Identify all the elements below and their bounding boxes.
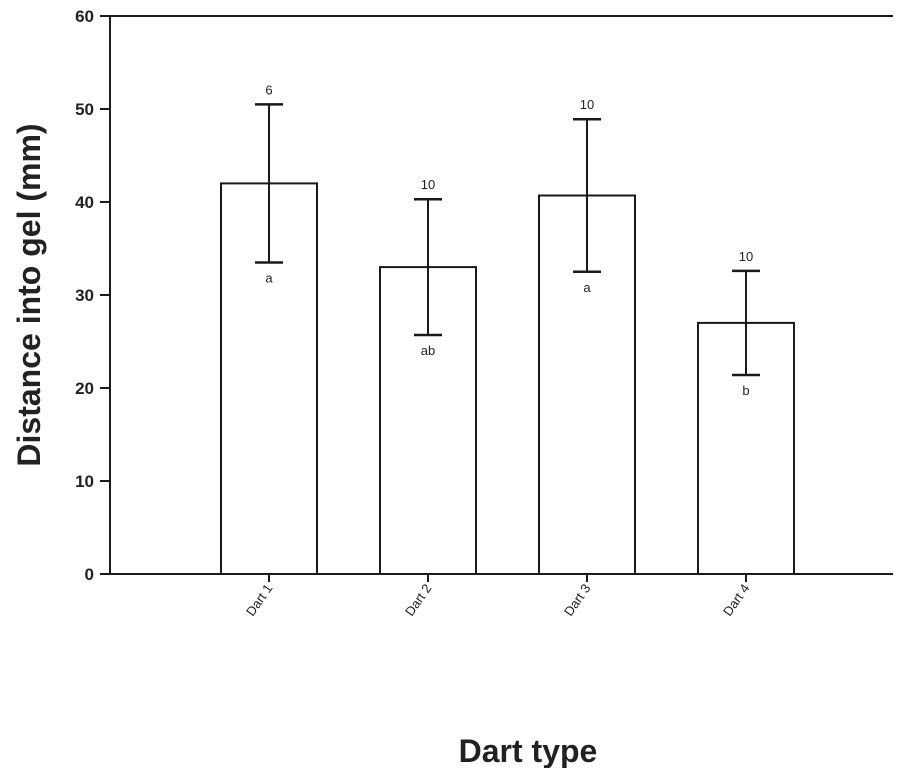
annotations-layer: 6 a 10 ab 10 a 10 b [265, 82, 753, 398]
sample-size-label: 10 [580, 97, 594, 112]
bars-layer [220, 182, 795, 576]
x-ticks-layer: Dart 1 Dart 2 Dart 3 Dart 4 [243, 574, 753, 619]
sample-size-label: 10 [421, 177, 435, 192]
y-tick-label: 50 [75, 100, 94, 119]
sample-size-label: 10 [739, 249, 753, 264]
significance-label: ab [421, 343, 435, 358]
error-bars-layer [255, 103, 760, 377]
significance-label: a [583, 280, 591, 295]
y-ticks-layer: 0 10 20 30 40 50 60 [75, 7, 110, 584]
significance-label: a [265, 270, 273, 285]
y-axis-title: Distance into gel (mm) [11, 123, 47, 466]
x-tick-label: Dart 2 [402, 581, 435, 619]
y-tick-label: 20 [75, 379, 94, 398]
y-tick-label: 10 [75, 472, 94, 491]
significance-label: b [742, 383, 749, 398]
y-tick-label: 0 [85, 565, 94, 584]
sample-size-label: 6 [265, 82, 272, 97]
y-tick-label: 30 [75, 286, 94, 305]
x-tick-label: Dart 4 [720, 581, 753, 619]
y-tick-label: 40 [75, 193, 94, 212]
x-tick-label: Dart 3 [561, 581, 594, 619]
x-axis-title: Dart type [459, 733, 598, 768]
y-tick-label: 60 [75, 7, 94, 26]
x-tick-label: Dart 1 [243, 581, 276, 619]
